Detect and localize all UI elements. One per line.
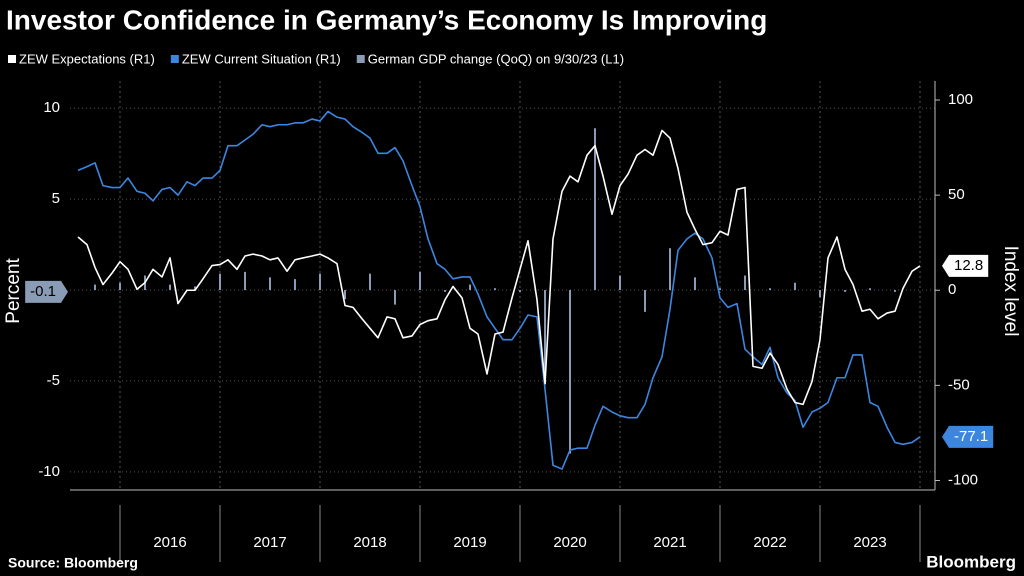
line: [77, 110, 921, 470]
x-tick-label: 2016: [153, 534, 186, 551]
bar: [469, 284, 471, 291]
x-tick-label: 2019: [453, 534, 486, 551]
bar: [294, 279, 296, 291]
bar: [669, 248, 671, 291]
brand: Bloomberg: [926, 552, 1016, 571]
legend: ZEW Expectations (R1) ZEW Current Situati…: [8, 51, 624, 66]
bar: [494, 288, 496, 291]
bar: [744, 275, 746, 291]
bar: [869, 288, 871, 291]
bar: [219, 273, 221, 291]
x-tick-label: 2020: [553, 534, 586, 551]
y2-tick-label: -50: [948, 376, 970, 393]
value-tag-label: -77.1: [954, 428, 988, 445]
bar: [394, 290, 396, 305]
x-tick-label: 2017: [253, 534, 286, 551]
source: Source: Bloomberg: [8, 555, 138, 571]
value-tag-label: -0.1: [30, 283, 56, 300]
bar: [369, 273, 371, 291]
chart-title: Investor Confidence in Germany’s Economy…: [6, 4, 767, 35]
value-tag: -0.1: [25, 280, 68, 303]
y2-tick-label: 0: [948, 281, 956, 298]
axes: -10-50510-100-50050100201620172018201920…: [25, 81, 994, 562]
bar: [569, 290, 571, 454]
legend-swatch: [170, 55, 179, 63]
bar: [319, 273, 321, 291]
value-tag: -77.1: [942, 425, 994, 448]
legend-swatch: [356, 55, 365, 63]
value-tag-box: [25, 280, 68, 303]
x-tick-label: 2018: [353, 534, 386, 551]
x-tick-label: 2021: [653, 534, 686, 551]
legend-swatch: [8, 55, 16, 63]
value-tag-box: [942, 425, 994, 448]
bar: [694, 277, 696, 291]
y-tick-label: -5: [47, 372, 60, 389]
y-axis-label: Percent: [3, 258, 24, 324]
x-tick-label: 2023: [853, 534, 886, 551]
bar: [644, 290, 646, 312]
bar: [444, 290, 446, 292]
bar: [269, 277, 271, 291]
bar: [544, 290, 546, 385]
y2-axis-label: Index level: [1000, 246, 1021, 337]
bar: [794, 282, 796, 291]
y-tick-label: 5: [52, 190, 60, 207]
bar: [419, 271, 421, 291]
value-tag: 12.8: [942, 254, 989, 277]
bar: [519, 290, 521, 292]
value-tag-label: 12.8: [954, 257, 983, 274]
y2-tick-label: 50: [948, 186, 965, 203]
grid: [70, 81, 935, 490]
bar: [769, 288, 771, 291]
y2-tick-label: 100: [948, 91, 973, 108]
bar: [894, 290, 896, 292]
legend-label: ZEW Current Situation (R1): [182, 51, 341, 66]
y-tick-label: -10: [38, 463, 60, 480]
bar: [619, 275, 621, 291]
x-tick-label: 2022: [753, 534, 786, 551]
bar: [169, 284, 171, 291]
bar: [244, 271, 246, 291]
y2-tick-label: -100: [948, 471, 978, 488]
plot: [77, 110, 921, 470]
bar: [194, 286, 196, 291]
legend-label: German GDP change (QoQ) on 9/30/23 (L1): [368, 51, 624, 66]
value-tag-box: [942, 254, 989, 277]
bar: [844, 290, 846, 292]
bar: [119, 282, 121, 291]
bar: [94, 284, 96, 291]
bar: [344, 290, 346, 300]
bar: [594, 128, 596, 291]
bar: [819, 290, 821, 298]
y-tick-label: 10: [43, 99, 60, 116]
line: [77, 129, 921, 406]
bar: [719, 288, 721, 291]
legend-label: ZEW Expectations (R1): [19, 51, 155, 66]
